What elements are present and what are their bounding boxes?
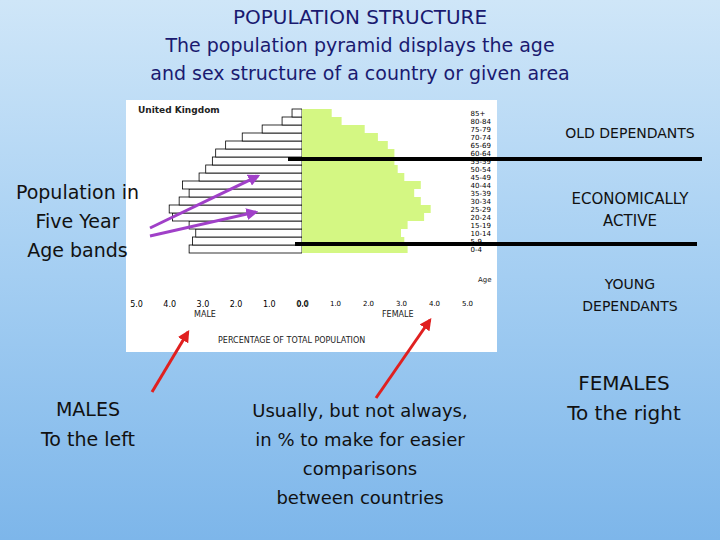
html-text:ACTIVE: ACTIVE	[603, 212, 657, 230]
html-text:United Kingdom: United Kingdom	[138, 105, 220, 115]
html-text:The population pyramid display: The population pyramid displays the age	[165, 34, 555, 56]
html-text:To the right: To the right	[567, 401, 681, 425]
svg-text:20-24: 20-24	[471, 214, 492, 222]
svg-text:50-54: 50-54	[471, 166, 492, 174]
html-text:Age: Age	[478, 276, 492, 284]
html-text:comparisons: comparisons	[302, 458, 418, 479]
html-text:between countries: between countries	[276, 487, 444, 508]
svg-text:3.0: 3.0	[197, 300, 210, 309]
svg-text:35-39: 35-39	[471, 190, 491, 198]
html-text:FEMALES: FEMALES	[578, 371, 670, 395]
html-text:To the left: To the left	[41, 428, 135, 450]
svg-text:80-84: 80-84	[471, 118, 492, 126]
html-text:Usually, but not always,: Usually, but not always,	[252, 400, 468, 421]
svg-text:4.0: 4.0	[163, 300, 176, 309]
html-text:OLD DEPENDANTS: OLD DEPENDANTS	[565, 125, 695, 141]
svg-text:10-14: 10-14	[471, 230, 492, 238]
svg-text:1.0: 1.0	[330, 300, 341, 308]
html-text:Population in: Population in	[15, 181, 140, 203]
svg-text:5-9: 5-9	[471, 238, 482, 246]
html-text:PERCENTAGE OF TOTAL POPULATION: PERCENTAGE OF TOTAL POPULATION	[218, 336, 366, 345]
html-text:Age bands: Age bands	[27, 239, 128, 261]
svg-text:15-19: 15-19	[471, 222, 491, 230]
svg-text:30-34: 30-34	[471, 198, 492, 206]
svg-text:75-79: 75-79	[471, 126, 491, 134]
html-text:MALE: MALE	[194, 310, 216, 319]
svg-text:3.0: 3.0	[396, 300, 407, 308]
svg-text:2.0: 2.0	[230, 300, 243, 309]
svg-text:0.0: 0.0	[296, 300, 309, 309]
html-text:and sex structure of a country: and sex structure of a country or given …	[150, 62, 570, 84]
svg-text:4.0: 4.0	[429, 300, 440, 308]
svg-text:60-64: 60-64	[471, 150, 492, 158]
svg-text:55-59: 55-59	[471, 158, 491, 166]
svg-text:85+: 85+	[471, 110, 486, 118]
svg-text:45-49: 45-49	[471, 174, 491, 182]
svg-text:5.0: 5.0	[462, 300, 473, 308]
svg-text:25-29: 25-29	[471, 206, 491, 214]
svg-text:1.0: 1.0	[263, 300, 276, 309]
html-text:POPULATION STRUCTURE: POPULATION STRUCTURE	[232, 5, 488, 29]
html-text:MALES: MALES	[56, 398, 120, 420]
svg-text:2.0: 2.0	[363, 300, 374, 308]
svg-text:70-74: 70-74	[471, 134, 492, 142]
html-text:DEPENDANTS: DEPENDANTS	[582, 298, 678, 314]
svg-text:65-69: 65-69	[471, 142, 491, 150]
html-text:Five Year: Five Year	[35, 210, 120, 232]
html-text:ECONOMICALLY: ECONOMICALLY	[571, 190, 689, 208]
svg-text:40-44: 40-44	[471, 182, 492, 190]
html-text:FEMALE: FEMALE	[382, 310, 414, 319]
svg-text:0-4: 0-4	[471, 246, 483, 254]
html-text:in % to make for easier: in % to make for easier	[255, 429, 465, 450]
html-text:YOUNG: YOUNG	[604, 276, 656, 292]
svg-text:0.0: 0.0	[297, 300, 308, 308]
svg-text:5.0: 5.0	[130, 300, 143, 309]
